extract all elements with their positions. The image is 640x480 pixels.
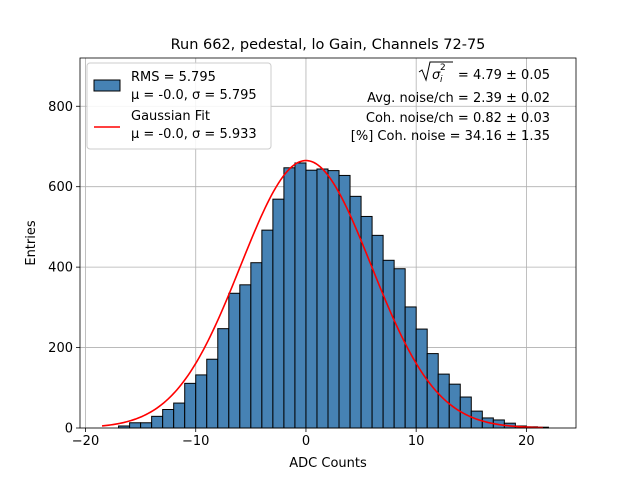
x-axis-label: ADC Counts <box>289 456 367 471</box>
histogram-bar <box>228 292 241 429</box>
chart-title: Run 662, pedestal, lo Gain, Channels 72-… <box>171 37 486 53</box>
sqrt-symbol <box>418 61 453 82</box>
x-tick-label: 10 <box>408 434 425 449</box>
histogram-bar <box>327 170 340 429</box>
histogram-bar <box>371 234 384 429</box>
y-tick-label: 600 <box>48 180 73 195</box>
histogram-bar <box>250 262 263 429</box>
histogram-bar <box>316 168 329 429</box>
sigma-symbol: σ <box>432 68 441 83</box>
x-tick-label: −10 <box>182 434 209 449</box>
histogram-bar <box>239 284 252 429</box>
coh-percent-annotation: [%] Coh. noise = 34.16 ± 1.35 <box>351 129 550 144</box>
histogram-bar <box>217 328 230 429</box>
histogram-bar <box>437 373 450 429</box>
noise-annotations: σ 2 i = 4.79 ± 0.05 Avg. noise/ch = 2.39… <box>351 61 550 144</box>
y-tick-label: 0 <box>65 422 73 437</box>
sigma-formula: σ 2 i = 4.79 ± 0.05 <box>418 61 550 85</box>
histogram-bar <box>129 422 142 429</box>
y-tick-label: 200 <box>48 341 73 356</box>
x-tick-label: 0 <box>302 434 310 449</box>
legend-fit-label: Gaussian Fit <box>131 109 210 124</box>
y-axis-label: Entries <box>24 220 39 266</box>
x-tick-label: 20 <box>518 434 535 449</box>
legend-rms-label: RMS = 5.795 <box>131 70 216 85</box>
histogram-bar <box>261 229 274 429</box>
histogram-bar <box>151 415 164 429</box>
legend: RMS = 5.795 μ = -0.0, σ = 5.795 Gaussian… <box>86 62 272 150</box>
histogram-bar <box>272 198 285 429</box>
y-axis-ticks: 0 200 400 600 800 <box>48 100 80 437</box>
histogram-bar <box>349 195 362 429</box>
sigma-value-annotation: = 4.79 ± 0.05 <box>458 68 550 83</box>
x-tick-label: −20 <box>72 434 99 449</box>
histogram-bar <box>283 167 296 429</box>
histogram-bar <box>305 169 318 429</box>
sigma-exponent: 2 <box>440 63 446 73</box>
histogram-bar <box>360 215 373 429</box>
histogram-bar <box>195 374 208 429</box>
histogram-bar <box>294 162 307 429</box>
histogram-bar <box>338 174 351 429</box>
histogram-bar <box>448 383 461 429</box>
avg-noise-annotation: Avg. noise/ch = 2.39 ± 0.02 <box>367 91 550 106</box>
gaussian-fit-curve <box>101 159 543 429</box>
axes-frame <box>79 57 577 429</box>
histogram-bar <box>184 382 197 429</box>
histogram-bar <box>404 306 417 429</box>
coh-noise-annotation: Coh. noise/ch = 0.82 ± 0.03 <box>366 111 550 126</box>
histogram-bar <box>206 358 219 429</box>
sigma-subscript: i <box>440 75 443 85</box>
histogram-bar <box>173 402 186 429</box>
legend-box <box>86 62 272 150</box>
y-tick-label: 800 <box>48 100 73 115</box>
x-axis-ticks: −20 −10 0 10 20 <box>72 428 535 449</box>
histogram-bar <box>140 422 153 429</box>
histogram-bar <box>393 268 406 429</box>
legend-histogram-swatch <box>93 79 121 92</box>
histogram-bar <box>162 409 175 429</box>
legend-fit-stats-label: μ = -0.0, σ = 5.933 <box>131 127 257 142</box>
y-tick-label: 400 <box>48 261 73 276</box>
histogram-bar <box>382 259 395 429</box>
legend-hist-stats-label: μ = -0.0, σ = 5.795 <box>131 88 257 103</box>
